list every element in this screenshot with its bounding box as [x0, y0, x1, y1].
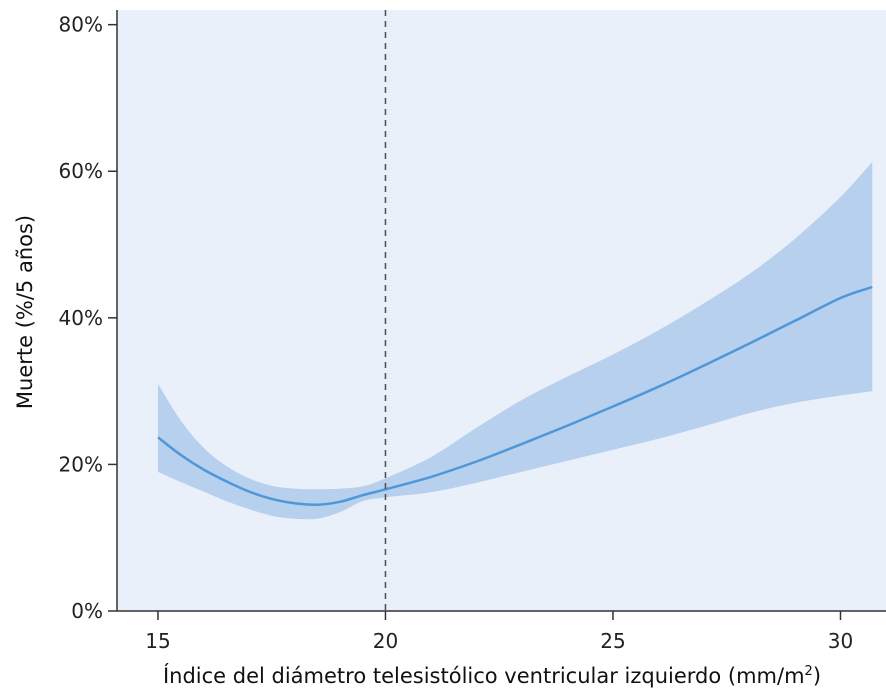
- estimate-line: [157, 285, 873, 507]
- x-tick-label: 15: [145, 629, 170, 653]
- x-axis-title-main: Índice del diámetro telesistólico ventri…: [163, 663, 805, 688]
- x-tick-label: 25: [600, 629, 625, 653]
- x-axis-title-superscript: 2: [805, 664, 813, 679]
- x-tick-label: 20: [373, 629, 398, 653]
- y-tick-label: 20%: [59, 452, 103, 476]
- y-tick-label: 60%: [59, 159, 103, 183]
- y-axis-title: Muerte (%/5 años): [13, 215, 37, 409]
- chart-marks: [157, 10, 873, 611]
- y-tick-label: 40%: [59, 306, 103, 330]
- y-tick-label: 80%: [59, 13, 103, 37]
- x-axis-title: Índice del diámetro telesistólico ventri…: [163, 663, 821, 688]
- axis-ticks: 0% 20% 40% 60% 80% 15 20 25 30: [59, 13, 854, 653]
- x-axis-title-suffix: ): [813, 664, 821, 688]
- y-tick-label: 0%: [71, 599, 103, 623]
- x-tick-label: 30: [828, 629, 853, 653]
